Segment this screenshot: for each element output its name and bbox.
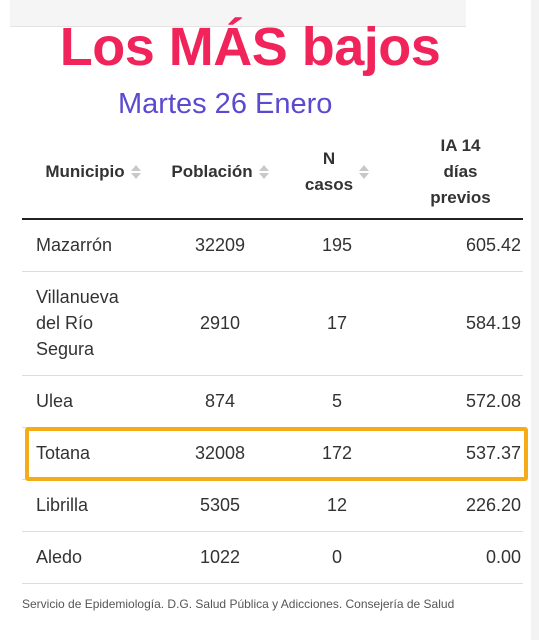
column-header-label: días (443, 162, 478, 181)
subheadline-date: Martes 26 Enero (118, 88, 333, 120)
table-row: Mazarrón 32209 195 605.42 (22, 219, 523, 272)
cell-poblacion: 32209 (164, 219, 276, 272)
table-header-row: Municipio Población N casos (22, 126, 523, 220)
cell-casos: 172 (276, 427, 398, 480)
cell-poblacion: 5305 (164, 479, 276, 532)
column-header-n-casos[interactable]: N casos (276, 126, 398, 220)
column-header-label: Población (171, 162, 253, 181)
table-row: Villanueva del Río Segura 2910 17 584.19 (22, 271, 523, 376)
headline: Los MÁS bajos (59, 17, 441, 77)
cell-casos: 12 (276, 479, 398, 532)
cell-ia14: 584.19 (398, 271, 523, 376)
sort-icon[interactable] (130, 165, 141, 179)
cell-poblacion: 1022 (164, 531, 276, 584)
cell-casos: 195 (276, 219, 398, 272)
table-row: Ulea 874 5 572.08 (22, 375, 523, 428)
column-header-municipio[interactable]: Municipio (22, 126, 164, 220)
cell-ia14: 537.37 (398, 427, 523, 480)
column-header-label: IA 14 (440, 136, 481, 155)
cell-poblacion: 2910 (164, 271, 276, 376)
right-edge (531, 0, 539, 640)
cell-municipio: Librilla (22, 479, 164, 532)
top-tab-bar (10, 0, 466, 27)
cell-poblacion: 874 (164, 375, 276, 428)
column-header-ia14[interactable]: IA 14 días previos (398, 126, 523, 220)
cell-ia14: 572.08 (398, 375, 523, 428)
sort-icon[interactable] (258, 165, 269, 179)
source-footnote: Servicio de Epidemiología. D.G. Salud Pú… (22, 597, 455, 611)
cell-municipio: Mazarrón (22, 219, 164, 272)
column-header-label: previos (430, 188, 491, 207)
cell-municipio: Aledo (22, 531, 164, 584)
cell-ia14: 605.42 (398, 219, 523, 272)
cell-casos: 5 (276, 375, 398, 428)
municipios-table: Municipio Población N casos (22, 126, 523, 584)
cell-municipio: Totana (22, 427, 164, 480)
column-header-label: Municipio (45, 162, 125, 181)
cell-municipio: Villanueva del Río Segura (22, 271, 164, 376)
cell-ia14: 226.20 (398, 479, 523, 532)
cell-casos: 17 (276, 271, 398, 376)
table-row: Aledo 1022 0 0.00 (22, 531, 523, 584)
table-row-highlighted: Totana 32008 172 537.37 (22, 427, 523, 480)
sort-icon[interactable] (359, 165, 370, 179)
column-header-label: casos (304, 175, 354, 194)
column-header-poblacion[interactable]: Población (164, 126, 276, 220)
cell-poblacion: 32008 (164, 427, 276, 480)
column-header-label: N (322, 149, 336, 168)
cell-ia14: 0.00 (398, 531, 523, 584)
cell-casos: 0 (276, 531, 398, 584)
cell-municipio: Ulea (22, 375, 164, 428)
table-row: Librilla 5305 12 226.20 (22, 479, 523, 532)
